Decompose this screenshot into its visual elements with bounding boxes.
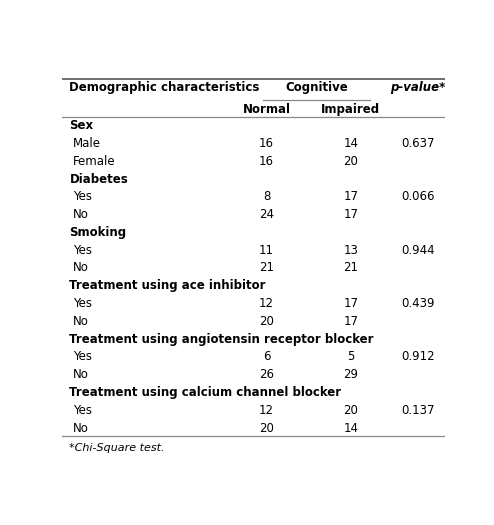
Text: 29: 29	[343, 368, 358, 381]
Text: Impaired: Impaired	[321, 103, 380, 117]
Text: Treatment using calcium channel blocker: Treatment using calcium channel blocker	[69, 386, 341, 399]
Text: 12: 12	[259, 297, 274, 310]
Text: Yes: Yes	[73, 297, 92, 310]
Text: 17: 17	[343, 315, 358, 328]
Text: 13: 13	[343, 244, 358, 257]
Text: Sex: Sex	[69, 119, 93, 132]
Text: Male: Male	[73, 137, 101, 150]
Text: Yes: Yes	[73, 244, 92, 257]
Text: 0.137: 0.137	[401, 404, 435, 417]
Text: p-value*: p-value*	[390, 81, 446, 94]
Text: 6: 6	[263, 350, 270, 363]
Text: 0.439: 0.439	[401, 297, 435, 310]
Text: 14: 14	[343, 137, 358, 150]
Text: Cognitive: Cognitive	[285, 81, 348, 94]
Text: 0.066: 0.066	[401, 191, 435, 203]
Text: No: No	[73, 208, 89, 221]
Text: Smoking: Smoking	[69, 226, 126, 239]
Text: Diabetes: Diabetes	[69, 173, 128, 185]
Text: 17: 17	[343, 191, 358, 203]
Text: Yes: Yes	[73, 350, 92, 363]
Text: Treatment using angiotensin receptor blocker: Treatment using angiotensin receptor blo…	[69, 333, 374, 345]
Text: 14: 14	[343, 422, 358, 435]
Text: 0.637: 0.637	[401, 137, 435, 150]
Text: 20: 20	[343, 404, 358, 417]
Text: 5: 5	[347, 350, 355, 363]
Text: 0.912: 0.912	[401, 350, 435, 363]
Text: 12: 12	[259, 404, 274, 417]
Text: No: No	[73, 315, 89, 328]
Text: Treatment using ace inhibitor: Treatment using ace inhibitor	[69, 279, 266, 292]
Text: 24: 24	[259, 208, 274, 221]
Text: 0.944: 0.944	[401, 244, 435, 257]
Text: 11: 11	[259, 244, 274, 257]
Text: Normal: Normal	[243, 103, 290, 117]
Text: Female: Female	[73, 155, 116, 168]
Text: Yes: Yes	[73, 404, 92, 417]
Text: 20: 20	[343, 155, 358, 168]
Text: 8: 8	[263, 191, 270, 203]
Text: 20: 20	[259, 315, 274, 328]
Text: Demographic characteristics: Demographic characteristics	[69, 81, 260, 94]
Text: *Chi-Square test.: *Chi-Square test.	[69, 444, 165, 454]
Text: Yes: Yes	[73, 191, 92, 203]
Text: 16: 16	[259, 137, 274, 150]
Text: No: No	[73, 422, 89, 435]
Text: 16: 16	[259, 155, 274, 168]
Text: 21: 21	[343, 261, 358, 275]
Text: 17: 17	[343, 297, 358, 310]
Text: No: No	[73, 261, 89, 275]
Text: 21: 21	[259, 261, 274, 275]
Text: 26: 26	[259, 368, 274, 381]
Text: 17: 17	[343, 208, 358, 221]
Text: No: No	[73, 368, 89, 381]
Text: 20: 20	[259, 422, 274, 435]
